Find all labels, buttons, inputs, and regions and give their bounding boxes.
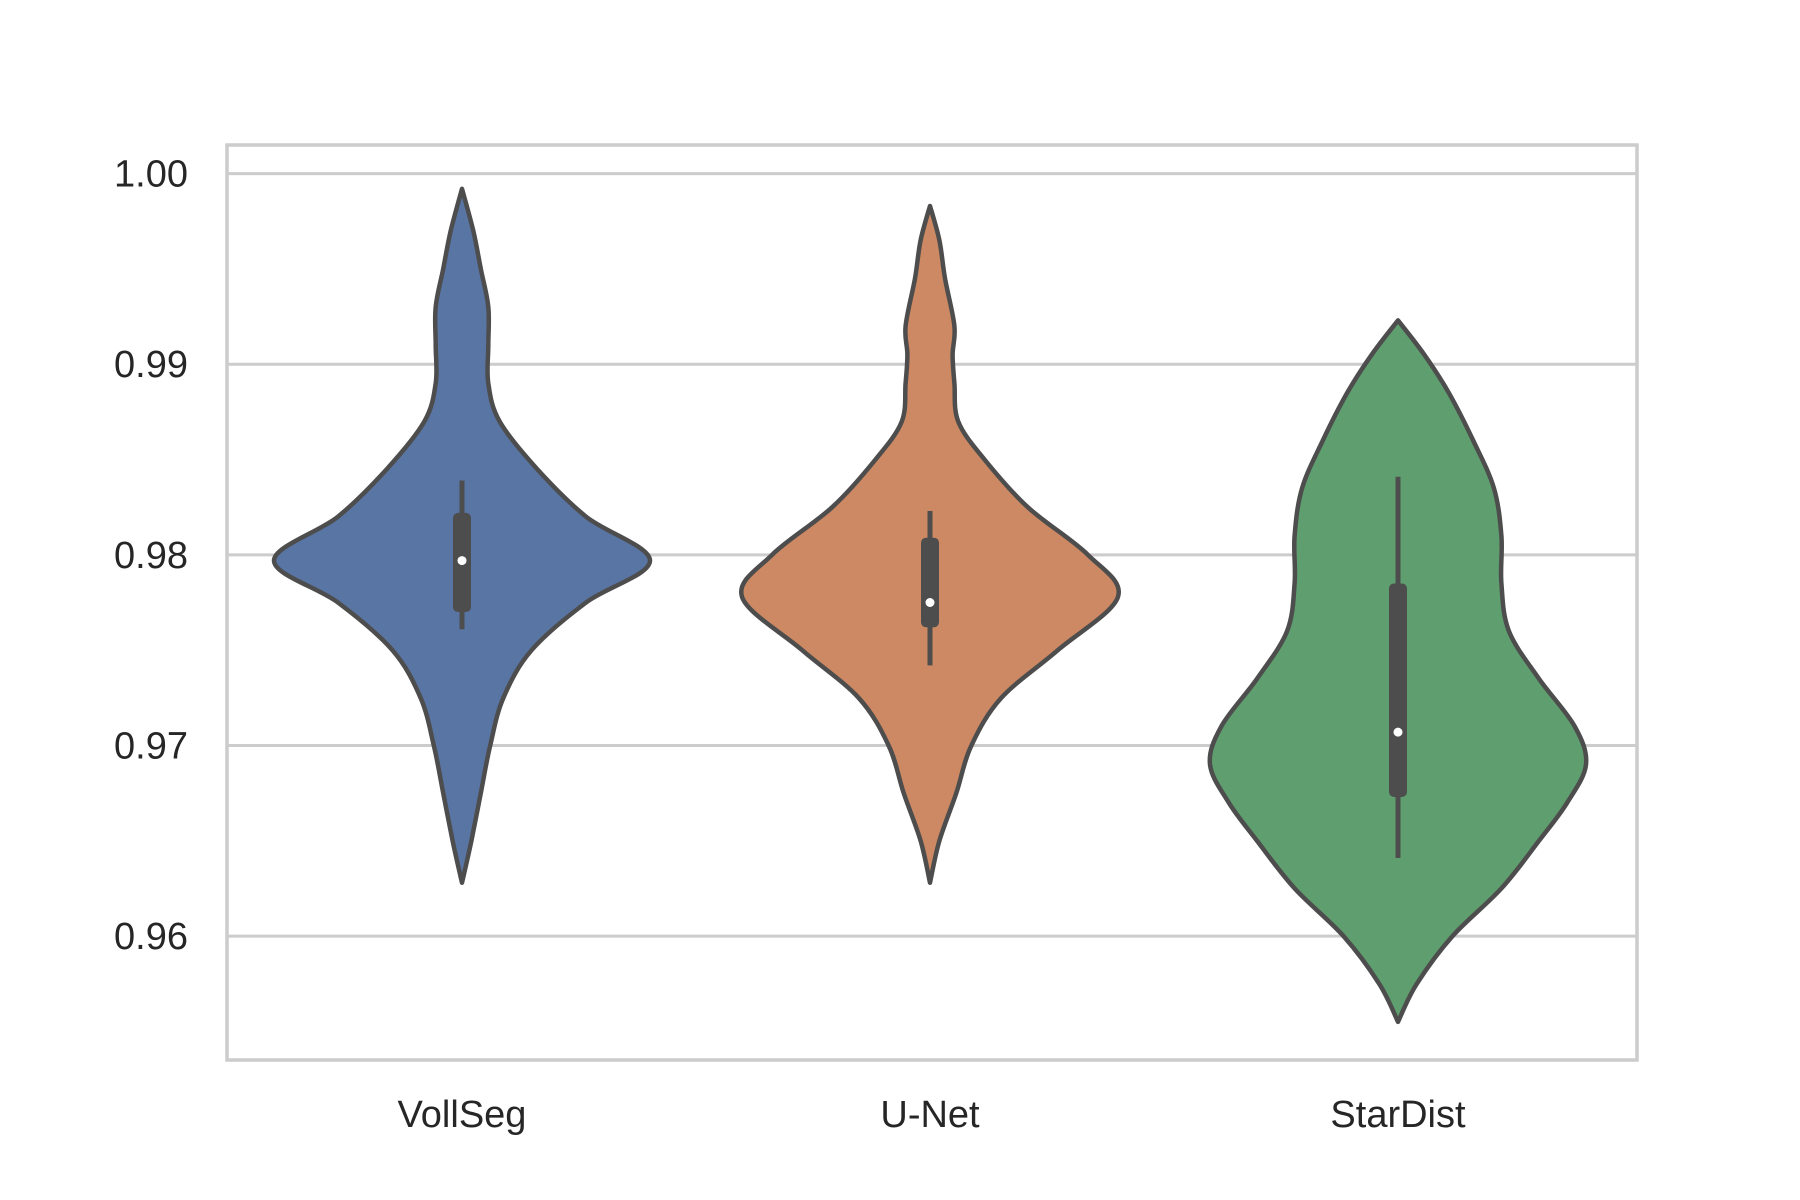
y-tick-label: 0.97 xyxy=(114,725,188,767)
x-tick-labels: VollSeg U-Net StarDist xyxy=(398,1094,1466,1136)
y-tick-label: 0.96 xyxy=(114,916,188,958)
x-tick-label-vollseg: VollSeg xyxy=(398,1094,527,1136)
x-tick-label-stardist: StarDist xyxy=(1330,1094,1466,1136)
violin-u-net xyxy=(739,203,1121,885)
y-tick-labels: 0.96 0.97 0.98 0.99 1.00 xyxy=(114,154,188,959)
y-tick-label: 1.00 xyxy=(114,154,188,196)
violin-layer xyxy=(271,186,1589,1025)
iqr-box xyxy=(921,537,939,628)
violin-stardist xyxy=(1207,318,1589,1025)
median-point xyxy=(1393,727,1403,737)
plot-frame xyxy=(225,143,1639,1062)
median-point xyxy=(925,598,935,607)
y-tick-label: 0.99 xyxy=(114,344,188,386)
iqr-box xyxy=(1389,583,1407,797)
median-point xyxy=(457,556,467,566)
x-tick-label-u-net: U-Net xyxy=(880,1094,980,1136)
violin-vollseg xyxy=(271,186,653,885)
y-tick-label: 0.98 xyxy=(114,535,188,577)
